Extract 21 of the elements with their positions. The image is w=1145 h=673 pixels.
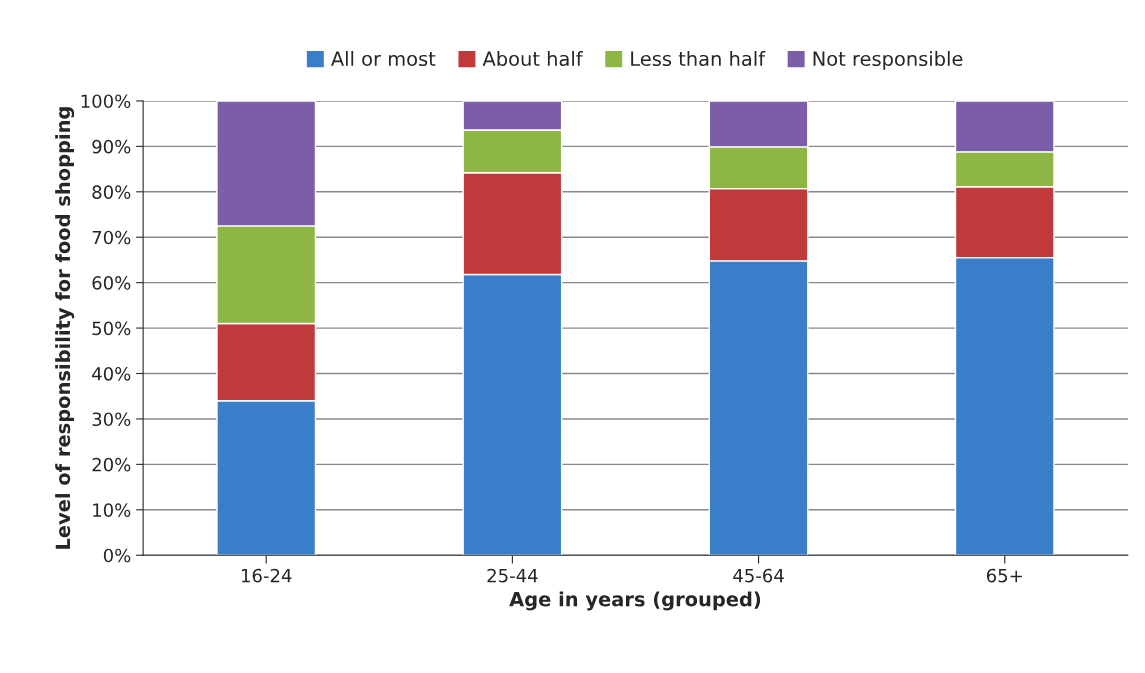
y-axis-title: Level of responsibility for food shopping — [55, 107, 75, 549]
y-tick-label: 50% — [92, 321, 131, 336]
y-tick-label: 60% — [92, 276, 131, 290]
x-tick-label: 16-24 — [241, 568, 292, 583]
y-tick-label: 40% — [92, 366, 131, 381]
y-tick-label: 20% — [92, 457, 131, 472]
x-axis-title: Age in years (grouped) — [509, 591, 761, 611]
y-tick-label: 10% — [93, 503, 131, 517]
x-tick-label: 25-44 — [487, 568, 538, 583]
y-tick-label: 30% — [92, 412, 131, 427]
x-tick-label: 65+ — [986, 568, 1022, 583]
y-tick-label: 70% — [92, 230, 131, 245]
y-tick-label: 90% — [92, 139, 131, 154]
legend-label: About half — [482, 51, 584, 67]
x-tick-label: 45-64 — [733, 568, 784, 583]
y-tick-label: 100% — [81, 94, 131, 109]
y-tick-label: 80% — [92, 185, 131, 199]
legend-label: All or most — [331, 51, 436, 67]
legend-label: Less than half — [631, 51, 766, 67]
legend-label: Not responsible — [813, 51, 963, 70]
y-tick-label: 0% — [103, 548, 131, 563]
